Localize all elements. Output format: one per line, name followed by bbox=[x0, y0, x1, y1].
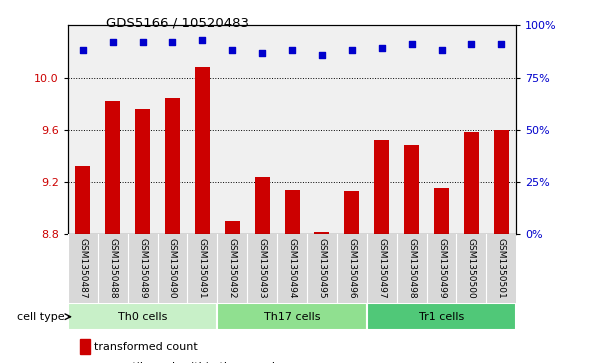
Bar bbox=[68, 303, 217, 330]
Point bbox=[228, 48, 237, 53]
Point bbox=[287, 48, 297, 53]
Bar bbox=[494, 130, 509, 234]
Point bbox=[257, 50, 267, 56]
Point bbox=[407, 41, 417, 47]
Text: percentile rank within the sample: percentile rank within the sample bbox=[94, 362, 282, 363]
Text: GSM1350495: GSM1350495 bbox=[317, 238, 326, 298]
Bar bbox=[374, 140, 389, 234]
Point bbox=[198, 37, 207, 43]
Point bbox=[347, 48, 356, 53]
Text: GSM1350491: GSM1350491 bbox=[198, 238, 207, 298]
Bar bbox=[217, 303, 367, 330]
Text: GSM1350492: GSM1350492 bbox=[228, 238, 237, 298]
Bar bbox=[80, 339, 90, 354]
Text: GSM1350500: GSM1350500 bbox=[467, 238, 476, 298]
Bar bbox=[195, 67, 210, 234]
Bar bbox=[105, 101, 120, 234]
Point bbox=[377, 45, 386, 51]
Point bbox=[317, 52, 327, 57]
Text: transformed count: transformed count bbox=[94, 342, 198, 352]
Bar bbox=[345, 191, 359, 234]
Point bbox=[168, 39, 177, 45]
Text: GSM1350488: GSM1350488 bbox=[108, 238, 117, 298]
Point bbox=[437, 48, 446, 53]
Point bbox=[497, 41, 506, 47]
Text: GSM1350499: GSM1350499 bbox=[437, 238, 446, 298]
Text: cell type: cell type bbox=[17, 312, 65, 322]
Text: GSM1350489: GSM1350489 bbox=[138, 238, 147, 298]
Text: Th17 cells: Th17 cells bbox=[264, 312, 320, 322]
Text: GDS5166 / 10520483: GDS5166 / 10520483 bbox=[106, 16, 249, 29]
Bar bbox=[135, 109, 150, 234]
Bar bbox=[76, 166, 90, 234]
Bar bbox=[404, 146, 419, 234]
Text: GSM1350496: GSM1350496 bbox=[348, 238, 356, 298]
Point bbox=[467, 41, 476, 47]
Text: GSM1350497: GSM1350497 bbox=[377, 238, 386, 298]
Bar bbox=[314, 232, 329, 234]
Text: GSM1350490: GSM1350490 bbox=[168, 238, 177, 298]
Point bbox=[138, 39, 148, 45]
Text: GSM1350498: GSM1350498 bbox=[407, 238, 416, 298]
Text: GSM1350494: GSM1350494 bbox=[287, 238, 297, 298]
Point bbox=[78, 48, 87, 53]
Text: Th0 cells: Th0 cells bbox=[118, 312, 168, 322]
Text: GSM1350493: GSM1350493 bbox=[258, 238, 267, 298]
Bar bbox=[284, 190, 300, 234]
Bar bbox=[367, 303, 516, 330]
Bar bbox=[464, 132, 479, 234]
Text: GSM1350501: GSM1350501 bbox=[497, 238, 506, 298]
Text: GSM1350487: GSM1350487 bbox=[78, 238, 87, 298]
Bar bbox=[434, 188, 449, 234]
Bar bbox=[165, 98, 180, 234]
Bar bbox=[255, 177, 270, 234]
Bar bbox=[225, 221, 240, 234]
Text: Tr1 cells: Tr1 cells bbox=[419, 312, 464, 322]
Point bbox=[108, 39, 117, 45]
